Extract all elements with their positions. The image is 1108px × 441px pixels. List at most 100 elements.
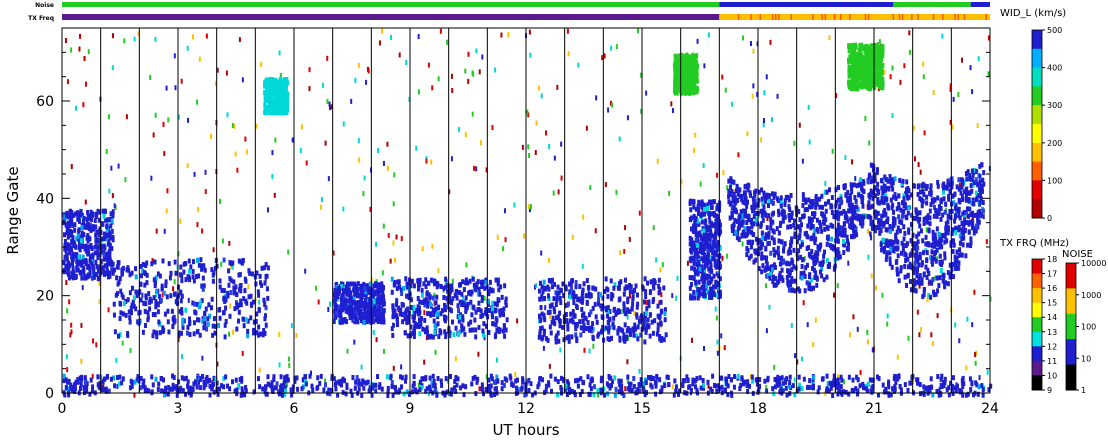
scatter-point [523,233,526,239]
scatter-point [545,130,548,136]
data-cell [411,389,415,395]
data-cell [656,327,660,333]
data-cell [521,379,525,385]
data-cell [934,241,938,247]
data-cell [788,217,792,223]
data-cell [344,301,348,307]
data-cell [173,291,177,297]
data-cell [394,389,398,395]
data-cell [651,375,655,381]
data-cell [356,293,360,299]
data-cell [639,313,643,319]
data-cell [443,302,447,308]
data-cell [940,384,944,390]
data-cell [146,310,150,316]
data-cell [924,264,928,270]
data-cell [708,218,712,224]
data-cell [606,305,610,311]
scatter-point [652,225,655,231]
data-cell [887,185,891,191]
data-cell [362,281,366,287]
data-cell [715,292,719,298]
data-cell [842,185,846,191]
data-cell [544,383,548,389]
data-cell [869,221,873,227]
scatter-point [926,297,929,303]
scatter-point [483,295,486,301]
data-cell [977,193,981,199]
data-cell [439,378,443,384]
data-cell [600,306,604,312]
scatter-point [645,300,648,306]
scatter-point [228,240,231,246]
data-cell [971,212,975,218]
data-cell [372,299,376,305]
scatter-point [675,295,678,301]
data-cell [71,235,75,241]
data-cell [839,193,843,199]
data-cell [333,287,337,293]
data-cell [814,250,818,256]
data-cell [376,288,380,294]
scatter-point [656,158,659,164]
data-cell [178,388,182,394]
data-cell [75,265,79,271]
data-cell [249,293,253,299]
data-cell [838,225,842,231]
data-cell [417,278,421,284]
data-cell [981,199,985,205]
data-cell [787,204,791,210]
data-cell [710,246,714,252]
data-cell [883,196,887,202]
data-cell [932,204,936,210]
data-cell [936,195,940,201]
data-cell [179,289,183,295]
data-cell [561,324,565,330]
data-cell [514,378,518,384]
data-cell [486,301,490,307]
txfreq-speckle [911,14,913,20]
data-cell [598,292,602,298]
data-cell [229,290,233,296]
data-cell [503,333,507,339]
txfreq-speckle [775,14,777,20]
data-cell [882,209,886,215]
scatter-point [315,285,318,291]
data-cell [711,373,715,379]
data-cell [790,267,794,273]
data-cell [611,321,615,327]
scatter-point [231,264,234,270]
data-cell [149,298,153,304]
data-cell [744,208,748,214]
data-cell [228,386,232,392]
data-cell [943,209,947,215]
data-cell [709,228,713,234]
data-cell [211,323,215,329]
scatter-point [454,356,457,362]
data-cell [562,337,566,343]
data-cell [635,333,639,339]
scatter-point [408,96,411,102]
data-cell [242,323,246,329]
data-cell [843,221,847,227]
data-cell [895,229,899,235]
scatter-point [116,383,119,389]
data-cell [139,263,143,269]
scatter-point [154,112,157,118]
data-cell [729,176,733,182]
data-cell [907,229,911,235]
scatter-point [105,148,108,154]
data-cell [179,264,183,270]
data-cell [465,304,469,310]
data-cell [91,264,95,270]
scatter-point [108,188,111,194]
data-cell [751,378,755,384]
data-cell [772,239,776,245]
scatter-point [560,141,563,147]
data-cell [710,204,714,210]
data-cell [213,330,217,336]
data-cell [494,332,498,338]
data-cell [361,286,365,292]
data-cell [411,314,415,320]
data-cell [179,272,183,278]
